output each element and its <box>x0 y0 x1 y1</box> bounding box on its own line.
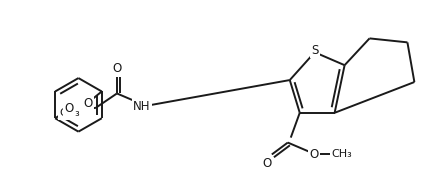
Text: NH: NH <box>133 100 151 113</box>
Text: CH₃: CH₃ <box>331 149 352 159</box>
Text: O: O <box>83 97 93 110</box>
Text: O: O <box>309 148 318 161</box>
Text: S: S <box>311 44 318 57</box>
Text: O: O <box>262 157 272 170</box>
Text: O: O <box>112 62 122 75</box>
Text: CH₃: CH₃ <box>60 108 80 118</box>
Text: O: O <box>64 102 74 115</box>
